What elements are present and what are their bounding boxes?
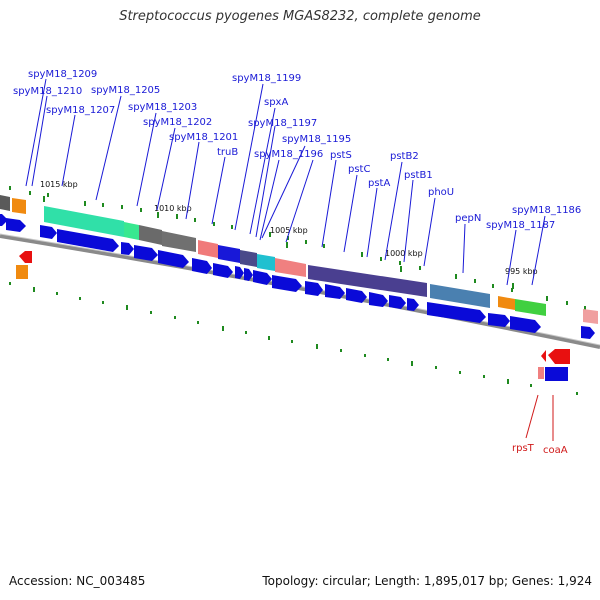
- feature-block: [257, 254, 275, 271]
- gene-label: spyM18_1197: [248, 118, 317, 129]
- gene-label: pstC: [348, 164, 370, 175]
- feature-block: [44, 206, 124, 237]
- gene-label: spyM18_1210: [13, 86, 82, 97]
- minus-strand-features: [16, 251, 570, 381]
- feature-block: [498, 296, 515, 310]
- gene-labels-top: spyM18_1209 spyM18_1210 spyM18_1207 spyM…: [13, 69, 581, 231]
- cds-arrow: [253, 270, 272, 285]
- cds-arrow: [134, 245, 158, 261]
- genome-summary-text: Topology: circular; Length: 1,895,017 bp…: [262, 574, 592, 588]
- leader-lines-bottom: [525, 394, 554, 441]
- kbp-label-1010: 1010 kbp: [154, 204, 192, 213]
- feature-block: [198, 240, 218, 258]
- gene-label: spyM18_1186: [512, 205, 581, 216]
- kbp-ticks: [43, 196, 514, 289]
- cds-arrow: [40, 225, 57, 239]
- gene-label: spyM18_1187: [486, 220, 555, 231]
- feature-block: [240, 250, 257, 267]
- gene-label: pstA: [368, 178, 390, 189]
- gene-label-coaA: coaA: [543, 445, 568, 456]
- tick-row-lower: [9, 282, 578, 395]
- gene-label: spyM18_1201: [169, 132, 238, 143]
- gene-label: truB: [217, 147, 238, 158]
- cds-arrow: [192, 258, 212, 274]
- feature-block: [583, 309, 598, 324]
- accession-text: Accession: NC_003485: [9, 574, 146, 588]
- genome-backbone: [0, 234, 600, 349]
- minus-feature: [541, 350, 546, 362]
- gene-label: spxA: [264, 97, 288, 108]
- gene-label: pstB2: [390, 151, 419, 162]
- gene-label: pstB1: [404, 170, 433, 181]
- feature-block: [430, 284, 490, 308]
- cds-arrow: [235, 266, 244, 279]
- feature-block: [12, 198, 26, 214]
- tick-row-upper: [9, 186, 586, 310]
- cds-arrow: [389, 295, 406, 309]
- cds-arrow: [158, 250, 189, 268]
- cds-arrow: [305, 281, 323, 296]
- cds-arrows-plus: [0, 214, 595, 339]
- gene-label: spyM18_1203: [128, 102, 197, 113]
- kbp-label-1005: 1005 kbp: [270, 226, 308, 235]
- minus-feature: [16, 265, 28, 279]
- gene-label: spyM18_1196: [254, 149, 323, 160]
- kbp-label-1000: 1000 kbp: [385, 249, 423, 258]
- gene-label: spyM18_1205: [91, 85, 160, 96]
- gene-label: spyM18_1202: [143, 117, 212, 128]
- cds-arrow: [0, 214, 8, 226]
- cds-arrow: [213, 263, 233, 278]
- minus-feature: [19, 251, 32, 263]
- feature-block: [308, 265, 427, 297]
- cds-arrow: [510, 316, 541, 333]
- cds-arrow: [346, 288, 367, 303]
- gene-label: pepN: [455, 213, 481, 224]
- feature-band: [0, 195, 598, 324]
- gene-label: spyM18_1209: [28, 69, 97, 80]
- map-title: Streptococcus pyogenes MGAS8232, complet…: [119, 9, 481, 24]
- cds-arrow: [325, 284, 345, 299]
- cds-arrow: [407, 298, 419, 311]
- feature-block: [0, 195, 10, 211]
- gene-label: phoU: [428, 187, 454, 198]
- cds-arrow: [57, 229, 119, 252]
- minus-feature: [545, 367, 568, 381]
- kbp-label-995: 995 kbp: [505, 267, 538, 276]
- feature-block: [275, 258, 306, 277]
- feature-block: [515, 299, 546, 316]
- cds-arrow: [121, 242, 134, 255]
- minus-feature: [538, 367, 544, 379]
- feature-block: [162, 231, 196, 252]
- minus-feature: [548, 349, 570, 364]
- leader-lines-top: [25, 78, 546, 286]
- feature-block: [218, 245, 240, 263]
- feature-block: [139, 225, 162, 245]
- gene-label: spyM18_1195: [282, 134, 351, 145]
- gene-label: pstS: [330, 150, 352, 161]
- feature-block: [124, 222, 139, 240]
- cds-arrow: [6, 218, 26, 232]
- cds-arrow: [244, 268, 253, 281]
- cds-arrow: [369, 292, 388, 307]
- gene-labels-bottom: rpsT coaA: [512, 443, 568, 456]
- gene-label-rpsT: rpsT: [512, 443, 535, 454]
- cds-arrow: [581, 326, 595, 339]
- cds-arrow: [272, 275, 302, 292]
- cds-arrow: [427, 302, 486, 323]
- gene-label: spyM18_1207: [46, 105, 115, 116]
- cds-arrow: [488, 313, 510, 327]
- kbp-label-1015: 1015 kbp: [40, 180, 78, 189]
- gene-label: spyM18_1199: [232, 73, 301, 84]
